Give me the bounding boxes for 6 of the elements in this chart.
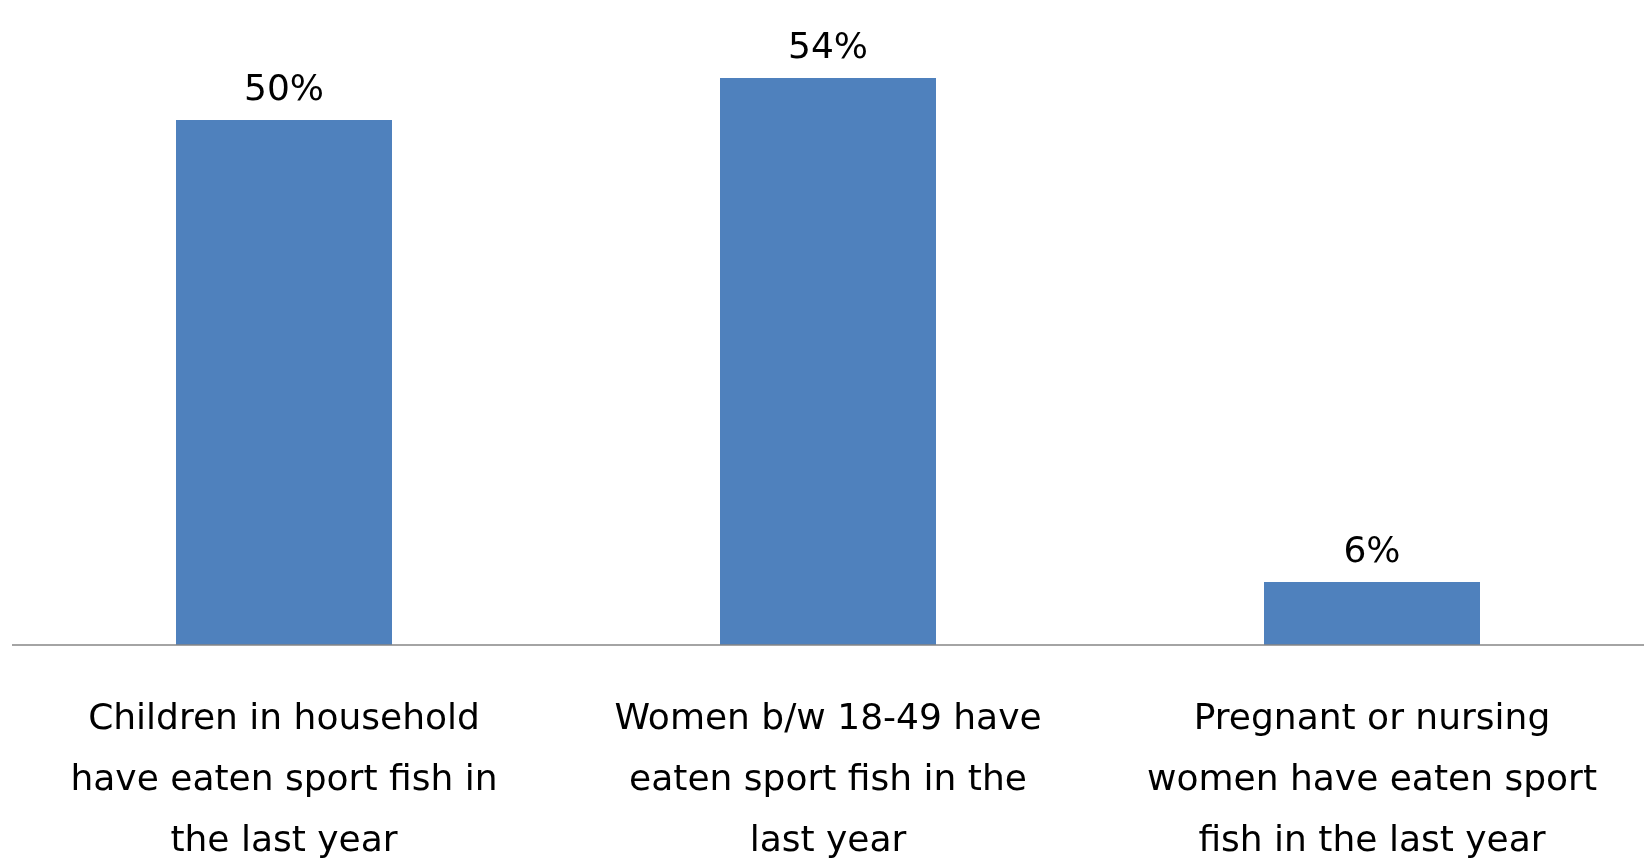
data-label: 50%: [243, 67, 325, 108]
data-label: 54%: [787, 25, 869, 66]
data-label: 6%: [1343, 529, 1401, 570]
x-tick-label: Women b/w 18-49 have eaten sport fish in the last year: [614, 696, 1042, 859]
x-tick-label: Pregnant or nursing women have eaten sport fish in the last year: [1147, 696, 1597, 859]
x-tick-label: Children in household have eaten sport fish in the last year: [70, 696, 498, 859]
